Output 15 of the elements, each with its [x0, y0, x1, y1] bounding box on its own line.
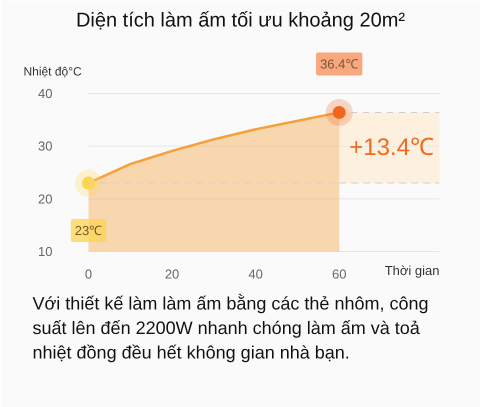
x-tick-label: 20 [164, 266, 180, 282]
x-tick-label: 0 [84, 266, 92, 282]
band-label: +13.4℃ [349, 134, 434, 162]
data-label: 23℃ [74, 223, 102, 238]
chart-title: Diện tích làm ấm tối ưu khoảng 20m² [76, 10, 406, 32]
y-axis-title: Nhiệt độ°C [24, 64, 82, 78]
x-axis-title: Thời gian [384, 263, 440, 278]
y-tick-label: 10 [38, 244, 53, 259]
y-tick-label: 40 [38, 86, 53, 101]
text: Với thiết kế làm làm ấm bằng các thẻ nhôm, công suất lên đến 2200W nhanh chóng làm ấm và toả nhiệt đồng đều hết không gian nhà bạn. [32, 294, 428, 362]
y-tick-label: 20 [38, 191, 53, 206]
x-tick-label: 60 [332, 266, 346, 282]
x-tick-label: 40 [248, 266, 263, 282]
data-label: 36.4℃ [320, 56, 358, 72]
y-tick-label: 30 [38, 138, 53, 154]
